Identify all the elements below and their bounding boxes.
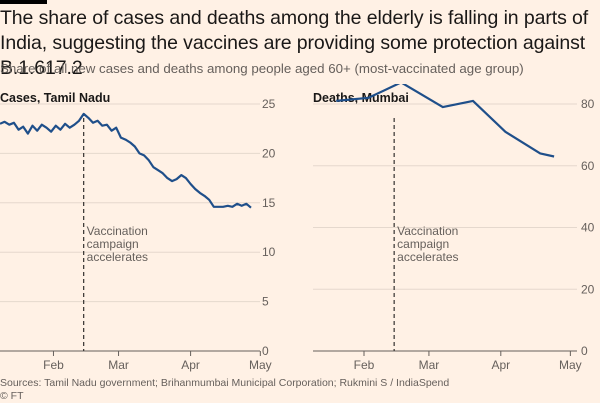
charts-area: Cases, Tamil Nadu 0 5 10 15 20 25 Feb Mar Apr May V… (0, 84, 595, 372)
x-tick-label: Feb (43, 358, 64, 372)
y-tick-label: 40 (581, 221, 595, 235)
annotation-text: campaign (397, 237, 449, 251)
page-subtitle: Share of all new cases and deaths among … (0, 61, 524, 76)
x-tick-label: Apr (181, 358, 200, 372)
annotation-text: accelerates (397, 250, 458, 264)
x-tick-label: Mar (419, 358, 440, 372)
page-title: The share of cases and deaths among the … (0, 7, 589, 79)
ft-brand-bar (0, 0, 47, 4)
annotation-text: accelerates (87, 250, 148, 264)
chart-cases-tamil-nadu: Cases, Tamil Nadu 0 5 10 15 20 25 Feb Mar Apr May V… (0, 91, 276, 372)
y-tick-label: 10 (262, 245, 276, 259)
y-tick-label: 15 (262, 196, 276, 210)
y-tick-label: 0 (581, 344, 588, 358)
y-tick-label: 60 (581, 159, 595, 173)
x-tick-label: May (249, 358, 272, 372)
x-tick-label: Mar (108, 358, 129, 372)
x-tick-label: Feb (354, 358, 375, 372)
y-tick-label: 0 (262, 344, 269, 358)
series-line (0, 112, 252, 209)
ft-credit: © FT (0, 390, 24, 402)
chart-title: Cases, Tamil Nadu (0, 91, 110, 105)
y-tick-label: 5 (262, 295, 269, 309)
y-tick-label: 20 (262, 146, 276, 160)
source-note: Sources: Tamil Nadu government; Brihanmu… (0, 377, 450, 389)
x-tick-label: May (559, 358, 582, 372)
y-tick-label: 80 (581, 97, 595, 111)
series-line (336, 84, 555, 158)
annotation-text: Vaccination (397, 224, 458, 238)
x-tick-label: Apr (491, 358, 510, 372)
annotation-text: Vaccination (87, 224, 148, 238)
y-tick-label: 25 (262, 97, 276, 111)
y-tick-label: 20 (581, 282, 595, 296)
annotation-text: campaign (87, 237, 139, 251)
